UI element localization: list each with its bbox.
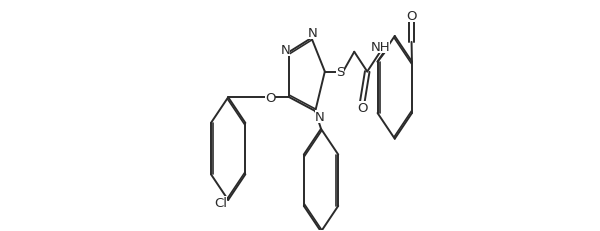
Text: O: O [265, 91, 275, 104]
Text: O: O [406, 10, 417, 23]
Text: O: O [357, 101, 368, 114]
Text: S: S [336, 66, 344, 79]
Text: NH: NH [370, 40, 390, 53]
Text: N: N [308, 27, 317, 40]
Text: N: N [280, 44, 290, 57]
Text: Cl: Cl [214, 196, 227, 209]
Text: N: N [314, 110, 324, 123]
